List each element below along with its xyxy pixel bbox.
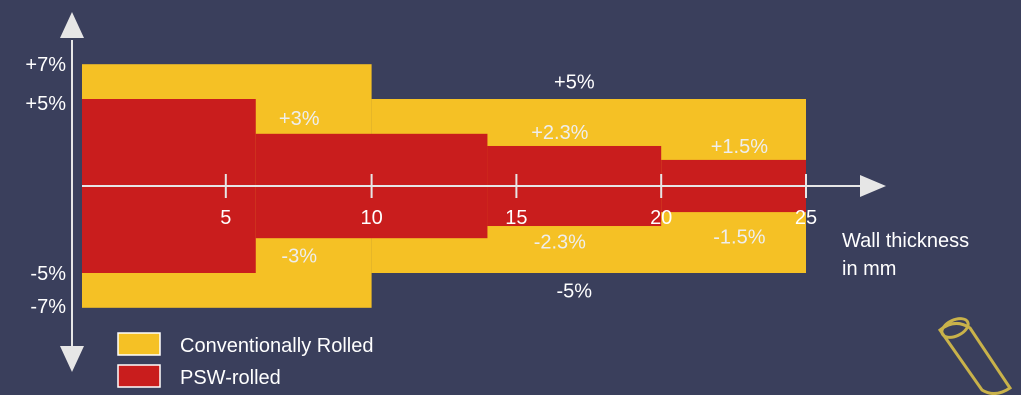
y-axis-arrow-up <box>60 12 84 38</box>
band-value-label: -2.3% <box>534 232 586 254</box>
legend: Conventionally Rolled PSW-rolled <box>117 332 373 389</box>
y-tick-label: -7% <box>30 296 66 318</box>
x-tick-label: 25 <box>795 207 817 229</box>
x-axis-title: in mm <box>842 258 896 280</box>
y-tick-label: +7% <box>25 54 66 76</box>
legend-label: PSW-rolled <box>180 367 281 389</box>
legend-label: Conventionally Rolled <box>180 335 373 357</box>
band-value-label: +3% <box>279 108 320 130</box>
y-tick-label: -5% <box>30 263 66 285</box>
labels-layer: 5 10 15 20 25 +7% +5% -5% -7% Wall thickness in mm… <box>25 54 969 318</box>
band-value-label: +1.5% <box>711 136 768 158</box>
x-tick-label: 10 <box>360 207 382 229</box>
band-value-label: -1.5% <box>713 226 765 248</box>
band-value-label: +2.3% <box>531 122 588 144</box>
x-tick-label: 20 <box>650 207 672 229</box>
axes-layer <box>60 12 886 372</box>
y-axis-arrow-down <box>60 346 84 372</box>
x-axis-title: Wall thickness <box>842 230 969 252</box>
pipe-illustration <box>937 317 1013 395</box>
x-tick-label: 5 <box>220 207 231 229</box>
legend-swatch <box>117 332 161 356</box>
legend-swatch <box>117 364 161 388</box>
x-axis-arrow <box>860 175 886 197</box>
y-tick-label: +5% <box>25 93 66 115</box>
band-value-label: -3% <box>281 246 317 268</box>
band-value-label: +5% <box>554 72 595 94</box>
band-value-label: -5% <box>557 280 593 302</box>
x-tick-label: 15 <box>505 207 527 229</box>
